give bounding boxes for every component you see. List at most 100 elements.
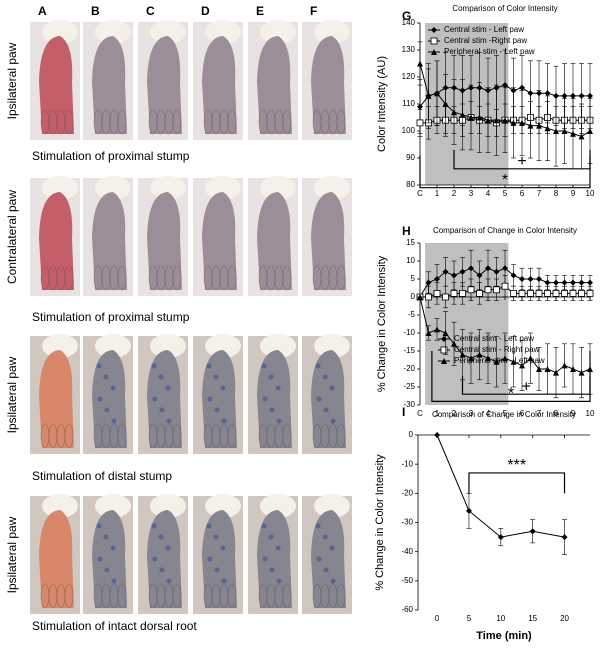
marker xyxy=(544,366,551,372)
dye-spot xyxy=(268,534,274,540)
y-tick-label: 80 xyxy=(406,180,415,189)
marker xyxy=(434,90,440,97)
fur xyxy=(314,494,350,518)
paw-photo xyxy=(30,176,80,296)
caption: Stimulation of distal stump xyxy=(32,469,172,483)
legend-marker xyxy=(431,27,437,33)
toe xyxy=(109,109,119,135)
toe xyxy=(156,109,166,135)
marker xyxy=(442,330,449,336)
toe xyxy=(172,265,182,291)
dye-spot xyxy=(96,523,102,529)
dye-spot xyxy=(166,418,172,424)
legend-label: Peripheral stim - Left paw xyxy=(454,356,545,365)
marker xyxy=(561,534,568,541)
paw xyxy=(39,192,74,290)
toe xyxy=(203,109,213,135)
dye-spot xyxy=(103,374,109,380)
fur xyxy=(205,20,241,44)
marker xyxy=(502,117,508,124)
legend-marker xyxy=(430,37,438,45)
paw xyxy=(147,192,182,290)
marker xyxy=(544,289,551,297)
legend-label: Peripheral stim - Left paw xyxy=(444,47,535,56)
marker xyxy=(468,355,474,362)
fur xyxy=(260,176,296,200)
y-tick-label: 140 xyxy=(402,18,416,27)
toe xyxy=(64,423,74,449)
toe xyxy=(266,265,276,291)
marker xyxy=(527,122,534,129)
caption: Stimulation of proximal stump xyxy=(32,310,190,324)
marker xyxy=(485,355,491,362)
x-tick-label: 1 xyxy=(435,409,440,418)
marker xyxy=(553,279,559,286)
marker xyxy=(553,128,559,134)
dye-spot xyxy=(269,407,275,413)
toe xyxy=(219,265,229,291)
toe xyxy=(156,265,166,291)
fur xyxy=(314,334,350,358)
dye-spot xyxy=(262,556,268,562)
marker xyxy=(493,358,500,365)
toe xyxy=(219,423,229,449)
dye-spot xyxy=(104,567,110,573)
y-tick-label: -50 xyxy=(401,576,413,585)
paw xyxy=(202,36,237,134)
dye-spot xyxy=(159,567,165,573)
x-tick-label: 15 xyxy=(528,614,537,623)
fur xyxy=(314,176,350,200)
paw xyxy=(202,192,237,290)
y-tick-label: 10 xyxy=(406,256,415,265)
toe xyxy=(156,583,166,609)
significance-mark: * xyxy=(502,172,508,189)
paw xyxy=(257,350,292,448)
toe xyxy=(109,583,119,609)
dye-spot xyxy=(159,407,165,413)
marker xyxy=(510,358,517,365)
dye-spot xyxy=(165,545,171,551)
x-tick-label: 0 xyxy=(435,614,440,623)
x-tick-label: 4 xyxy=(486,409,491,418)
dye-spot xyxy=(276,578,282,584)
paw-photo xyxy=(138,176,188,296)
marker xyxy=(527,355,534,362)
y-tick-label: 120 xyxy=(402,72,416,81)
toe xyxy=(56,423,66,449)
marker xyxy=(569,289,577,297)
dye-spot xyxy=(268,374,274,380)
toe xyxy=(312,109,322,135)
dye-spot xyxy=(152,556,158,562)
toe xyxy=(101,265,111,291)
toe xyxy=(328,423,338,449)
marker xyxy=(493,117,500,124)
toe xyxy=(40,423,50,449)
toe xyxy=(40,265,50,291)
toe xyxy=(48,109,58,135)
toe xyxy=(148,109,158,135)
significance-mark: *** xyxy=(507,457,526,474)
toe xyxy=(64,265,74,291)
legend-label: Central stim -Right paw xyxy=(444,36,527,45)
paw-photo xyxy=(302,176,352,296)
marker xyxy=(578,92,585,99)
fur xyxy=(260,494,296,518)
x-tick-label: 8 xyxy=(554,189,559,198)
y-axis-label: Color Intensity (AU) xyxy=(376,56,388,152)
y-tick-label: 90 xyxy=(406,153,415,162)
toe xyxy=(227,109,237,135)
marker xyxy=(459,351,466,358)
toe xyxy=(312,583,322,609)
fur xyxy=(150,176,186,200)
toe xyxy=(117,109,127,135)
marker xyxy=(417,103,423,110)
x-tick-label: 1 xyxy=(435,189,440,198)
marker xyxy=(434,432,441,438)
toe xyxy=(320,423,330,449)
marker xyxy=(417,294,423,300)
toe xyxy=(48,423,58,449)
marker xyxy=(561,362,568,369)
toe xyxy=(274,423,284,449)
dye-spot xyxy=(110,385,116,391)
paw-photo xyxy=(248,20,298,140)
